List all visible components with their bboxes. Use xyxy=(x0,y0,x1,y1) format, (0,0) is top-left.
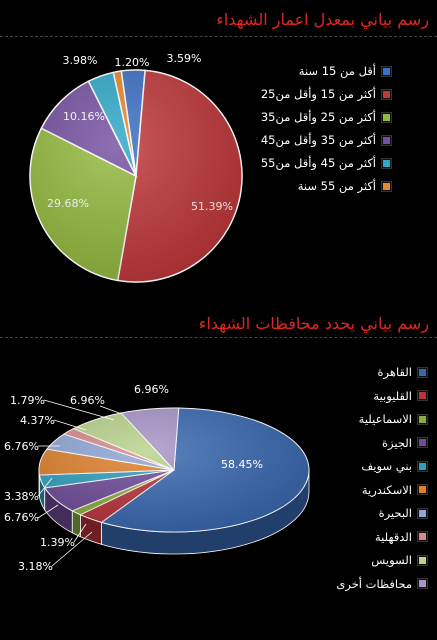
legend1-label-2: أكثر من 25 وأقل من35 xyxy=(260,110,376,124)
legend2-label-4: بني سويف xyxy=(361,459,412,473)
legend1-item-4: أكثر من 45 وأقل من55 xyxy=(261,156,391,170)
legend1-swatch-3 xyxy=(382,135,391,145)
legend2-item-7: الدقهلية xyxy=(375,530,427,544)
legend2-swatch-4 xyxy=(418,461,427,471)
legend2-label-7: الدقهلية xyxy=(375,529,412,544)
pie2-data-label-7: 1.79% xyxy=(10,394,45,407)
legend2-item-0: القاهرة xyxy=(378,365,427,379)
legend1-item-0: أقل من 15 سنة xyxy=(299,64,391,78)
legend1-label-5: أكثر من 55 سنة xyxy=(297,179,376,193)
pie2-data-label-1: 3.18% xyxy=(18,560,53,573)
chart2-separator xyxy=(0,337,437,338)
legend2-swatch-3 xyxy=(418,438,427,447)
legend2-label-5: الاسكندرية xyxy=(361,482,412,497)
legend2-label-8: السويس xyxy=(371,553,412,567)
legend2-swatch-7 xyxy=(418,532,427,541)
legend2-swatch-2 xyxy=(418,414,427,424)
legend2-label-2: الاسماعيلية xyxy=(358,412,412,426)
pie2-leader-line-2 xyxy=(73,523,87,543)
legend2-swatch-1 xyxy=(418,391,427,400)
pie2-data-label-5: 6.76% xyxy=(4,440,39,453)
legend1-label-4: أكثر من 45 وأقل من55 xyxy=(260,156,376,170)
legend-governorates: القاهرة القليوبية الاسماعيلية الجيزة بني سوي… xyxy=(307,365,427,595)
pie1-data-label-4: 3.98% xyxy=(63,54,98,67)
chart1-title: رسم بياني بمعدل اعمار الشهداء xyxy=(216,10,429,29)
legend-ages: أقل من 15 سنة أكثر من 15 وأقل من25 أكثر من… xyxy=(221,64,391,204)
legend2-item-5: الاسكندرية xyxy=(362,483,427,497)
pie2-leader-line-7 xyxy=(43,399,115,421)
pie2-data-label-0: 58.45% xyxy=(221,458,263,471)
legend2-label-9: محافظات أخرى xyxy=(336,576,412,591)
pie2-data-label-2: 1.39% xyxy=(40,536,75,549)
pie2-data-label-9: 6.96% xyxy=(134,383,169,396)
pie2-data-label-3: 6.76% xyxy=(4,511,39,524)
legend1-label-3: أكثر من 35 وأقل من45 xyxy=(260,133,376,147)
legend1-swatch-5 xyxy=(382,181,391,191)
pie-chart-ages: 3.59%51.39%29.68%10.16%3.98% 1.20% xyxy=(29,52,243,283)
legend2-swatch-5 xyxy=(418,485,427,494)
pie2-leader-line-4 xyxy=(37,477,53,497)
legend2-item-8: السويس xyxy=(371,553,427,567)
legend2-swatch-0 xyxy=(418,367,427,377)
pie2-leader-line-8 xyxy=(99,405,123,415)
pie1-data-label-0: 3.59% xyxy=(167,52,202,65)
pie1-data-label-3: 10.16% xyxy=(63,110,105,123)
legend2-label-1: القليوبية xyxy=(373,388,412,403)
legend1-label-1: أكثر من 15 وأقل من25 xyxy=(260,87,376,101)
pie-chart-governorates: 58.45%3.18%1.39%6.76%3.38%6.76%4.37%1.79… xyxy=(4,383,310,573)
legend1-item-3: أكثر من 35 وأقل من45 xyxy=(261,133,391,147)
legend2-item-6: البحيرة xyxy=(379,506,427,520)
legend1-swatch-4 xyxy=(382,158,391,168)
pie2-data-label-8: 6.96% xyxy=(70,394,105,407)
legend2-swatch-8 xyxy=(418,555,427,565)
chart2-title: رسم بياني يحدد محافظات الشهداء xyxy=(198,314,429,333)
pie2-leader-line-6 xyxy=(53,419,87,431)
legend2-item-3: الجيزة xyxy=(382,436,427,450)
legend2-label-0: القاهرة xyxy=(377,365,412,379)
legend2-item-9: محافظات أخرى xyxy=(336,577,427,591)
legend1-swatch-1 xyxy=(382,89,391,99)
pie2-data-label-4: 3.38% xyxy=(4,490,39,503)
legend1-swatch-2 xyxy=(382,112,391,122)
legend1-item-5: أكثر من 55 سنة xyxy=(298,179,391,193)
pie2-leader-line-3 xyxy=(37,504,59,519)
pie1-data-label-5: 1.20% xyxy=(115,56,150,69)
legend1-item-1: أكثر من 15 وأقل من25 xyxy=(261,87,391,101)
pie2-leader-line-1 xyxy=(51,531,93,567)
legend2-swatch-9 xyxy=(418,579,427,588)
pie2-data-label-6: 4.37% xyxy=(20,414,55,427)
legend2-label-3: الجيزة xyxy=(382,435,412,450)
pie1-data-label-2: 29.68% xyxy=(47,197,89,210)
legend2-item-1: القليوبية xyxy=(373,389,427,403)
legend2-item-2: الاسماعيلية xyxy=(359,412,427,426)
legend1-swatch-0 xyxy=(382,66,391,76)
legend1-item-2: أكثر من 25 وأقل من35 xyxy=(261,110,391,124)
legend2-label-6: البحيرة xyxy=(378,506,412,520)
chart1-separator xyxy=(0,36,437,37)
legend2-swatch-6 xyxy=(418,508,427,518)
legend1-label-0: أقل من 15 سنة xyxy=(298,64,376,78)
legend2-item-4: بني سويف xyxy=(361,459,427,473)
